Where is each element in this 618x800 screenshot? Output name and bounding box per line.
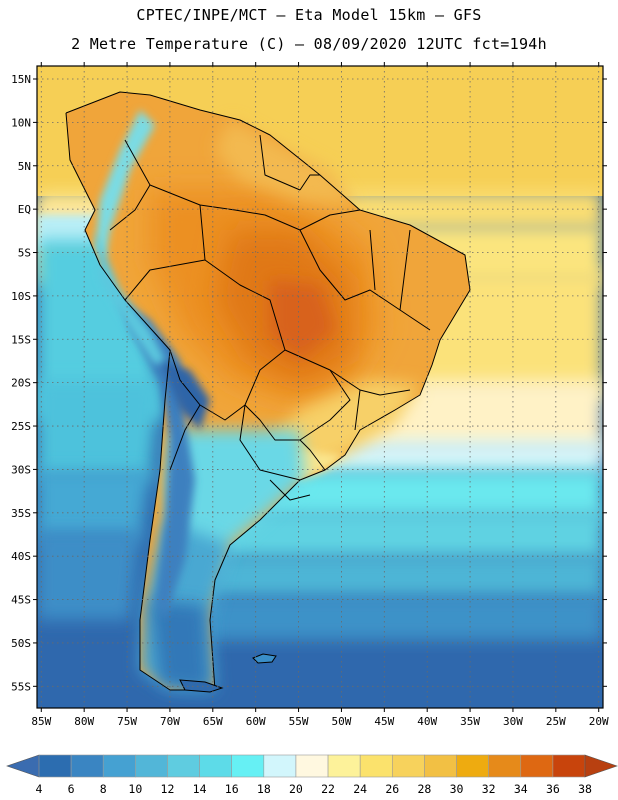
lon-label: 65W (203, 715, 223, 728)
lat-label: 10N (11, 116, 31, 129)
colorbar-swatch (295, 754, 329, 778)
colorbar-label: 24 (353, 782, 367, 796)
lon-label: 80W (74, 715, 94, 728)
colorbar-label: 28 (417, 782, 431, 796)
graticule (37, 66, 603, 708)
colorbar-label: 12 (161, 782, 175, 796)
colorbar-label: 10 (128, 782, 142, 796)
lat-label: 15S (11, 333, 31, 346)
lat-label: EQ (18, 203, 31, 216)
colorbar-label: 14 (193, 782, 207, 796)
colorbar-label: 16 (225, 782, 239, 796)
colorbar-label: 36 (546, 782, 560, 796)
axis-ticks: 15N 10N 5N EQ 5S 10S 15S 20S 25S 30S 35S 40S 45S 50S 5… (11, 62, 609, 728)
colorbar-swatch (488, 754, 522, 778)
colorbar-label: 22 (321, 782, 335, 796)
colorbar-swatch (70, 754, 104, 778)
colorbar-label: 18 (257, 782, 271, 796)
lon-label: 75W (117, 715, 137, 728)
lon-label: 40W (417, 715, 437, 728)
lat-label: 10S (11, 290, 31, 303)
map-frame (36, 65, 604, 709)
colorbar-swatch (102, 754, 136, 778)
colorbar-swatch (135, 754, 168, 778)
colorbar-swatch (456, 754, 489, 778)
lat-label: 20S (11, 377, 31, 390)
temperature-field (37, 66, 603, 708)
lon-label: 55W (289, 715, 309, 728)
colorbar-swatch (424, 754, 457, 778)
lat-label: 40S (11, 550, 31, 563)
lon-label: 35W (460, 715, 480, 728)
lon-label: 60W (246, 715, 266, 728)
lat-label: 50S (11, 637, 31, 650)
lon-label: 50W (332, 715, 352, 728)
colorbar-swatch (199, 754, 233, 778)
colorbar-swatch (391, 754, 425, 778)
lat-label: 35S (11, 507, 31, 520)
lon-label: 20W (589, 715, 609, 728)
lon-label: 45W (374, 715, 394, 728)
chart-title-line2: 2 Metre Temperature (C) – 08/09/2020 12U… (71, 35, 547, 53)
colorbar-swatch (167, 754, 200, 778)
colorbar-swatch (520, 754, 554, 778)
lat-label: 55S (11, 680, 31, 693)
colorbar-label: 32 (482, 782, 496, 796)
colorbar-swatch (327, 754, 361, 778)
colorbar-label: 8 (100, 782, 107, 796)
lon-label: 30W (503, 715, 523, 728)
colorbar-label: 26 (385, 782, 399, 796)
colorbar: 4 6 8 10 12 14 16 18 20 22 24 26 28 30 32 34 36 38 (6, 754, 618, 796)
colorbar-label: 20 (289, 782, 303, 796)
lat-label: 15N (11, 73, 31, 86)
lon-label: 85W (31, 715, 51, 728)
chart-title-line1: CPTEC/INPE/MCT – Eta Model 15km – GFS (136, 6, 482, 24)
colorbar-label: 38 (578, 782, 592, 796)
colorbar-low-arrow (6, 754, 40, 778)
lon-label: 25W (546, 715, 566, 728)
country-borders (65, 91, 471, 691)
lat-label: 5N (18, 160, 31, 173)
colorbar-swatch (359, 754, 393, 778)
colorbar-label: 34 (514, 782, 528, 796)
lat-label: 25S (11, 420, 31, 433)
lat-label: 45S (11, 594, 31, 607)
lat-label: 30S (11, 463, 31, 476)
colorbar-swatch (552, 754, 586, 778)
colorbar-label: 6 (68, 782, 75, 796)
colorbar-label: 4 (36, 782, 43, 796)
colorbar-label: 30 (450, 782, 464, 796)
colorbar-swatch (231, 754, 265, 778)
lat-label: 5S (18, 247, 31, 260)
colorbar-high-arrow (584, 754, 618, 778)
colorbar-swatch (263, 754, 297, 778)
lon-label: 70W (160, 715, 180, 728)
colorbar-swatch (38, 754, 72, 778)
